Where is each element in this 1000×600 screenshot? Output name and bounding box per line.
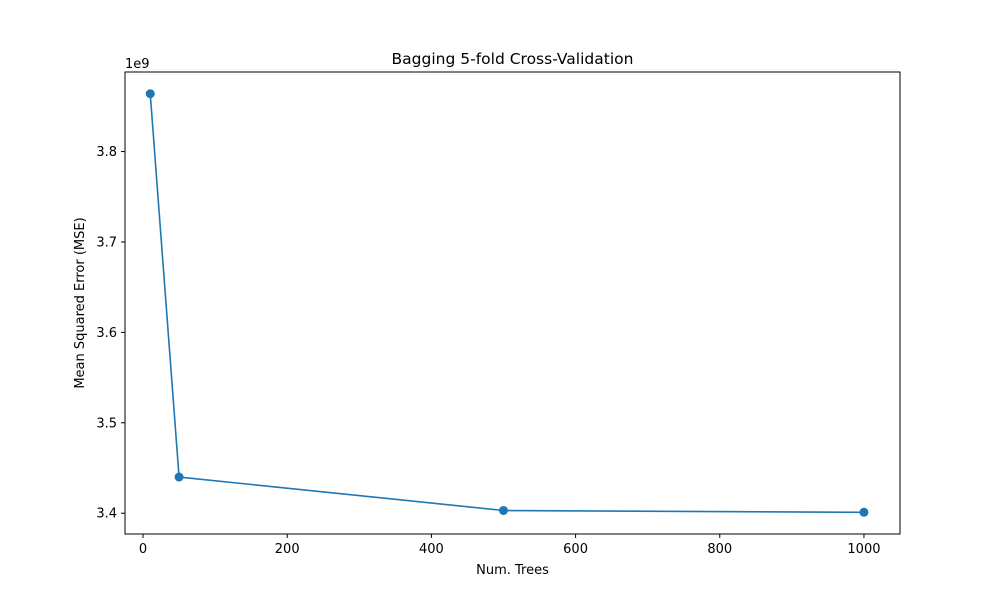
y-tick-label: 3.8 — [96, 145, 117, 160]
data-point — [859, 507, 869, 517]
x-tick-label: 0 — [139, 542, 147, 557]
y-axis-title: Mean Squared Error (MSE) — [73, 217, 88, 388]
series-line — [149, 93, 864, 514]
data-point — [498, 505, 508, 515]
y-offset-label: 1e9 — [125, 57, 150, 72]
chart-title: Bagging 5-fold Cross-Validation — [392, 50, 634, 68]
x-tick-label: 600 — [563, 542, 588, 557]
y-tick-label: 3.4 — [96, 507, 117, 522]
y-tick-label: 3.5 — [96, 416, 117, 431]
x-tick-label: 200 — [275, 542, 300, 557]
data-point — [145, 89, 155, 99]
y-tick-label: 3.6 — [96, 326, 117, 341]
x-tick-label: 1000 — [847, 542, 880, 557]
plot-area: 0 200 400 600 800 1000 3.4 3.5 3.6 3.7 3.8 — [96, 89, 881, 557]
x-tick-label: 400 — [419, 542, 444, 557]
data-point — [174, 472, 184, 482]
x-axis-title: Num. Trees — [476, 563, 549, 578]
x-tick-label: 800 — [707, 542, 732, 557]
plot-frame — [124, 71, 901, 535]
y-tick-label: 3.7 — [96, 235, 117, 250]
